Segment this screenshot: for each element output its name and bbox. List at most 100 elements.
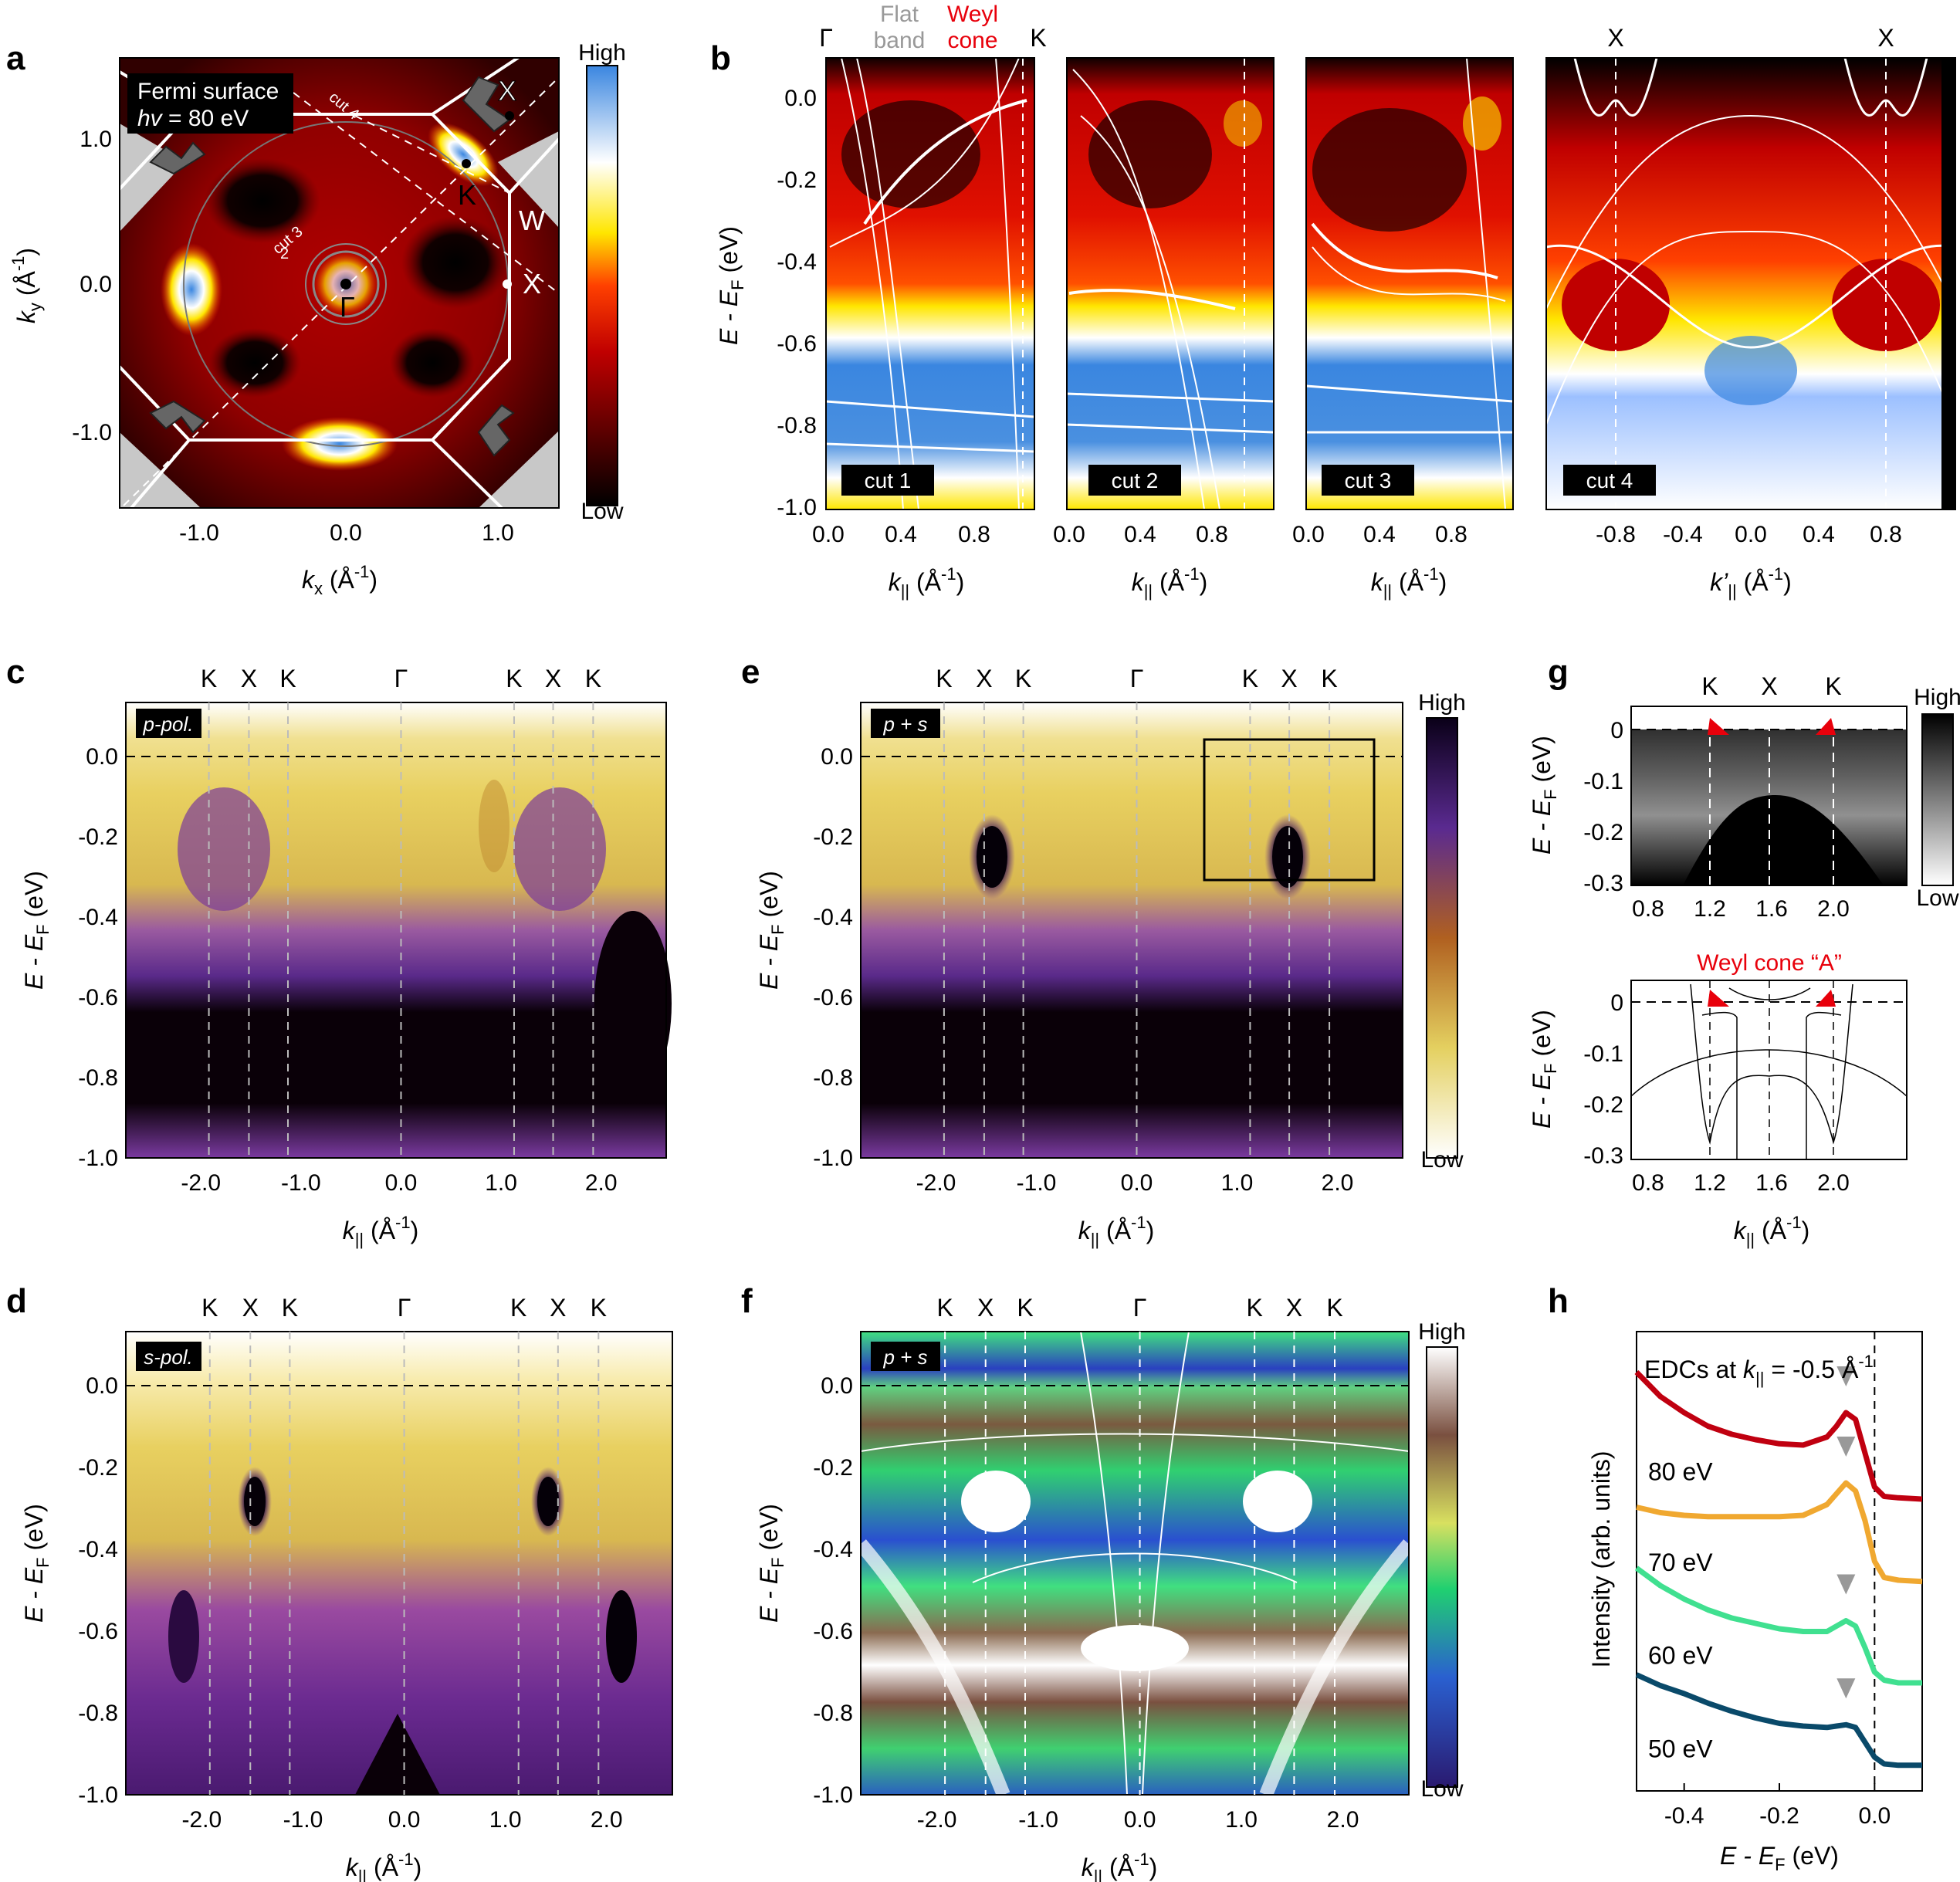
gamma-ring bbox=[312, 250, 380, 318]
edc-peak-marker bbox=[1836, 1678, 1856, 1699]
svg-text:2.0: 2.0 bbox=[1817, 1170, 1850, 1196]
e-pol: p + s bbox=[882, 713, 927, 736]
bz-point-label: Γ bbox=[398, 1294, 411, 1322]
point-x-right: X bbox=[523, 268, 541, 300]
cut4-map: cut 4 bbox=[1545, 57, 1956, 510]
y-tick-label: -0.2 bbox=[78, 824, 118, 850]
panel-label-g: g bbox=[1548, 653, 1569, 691]
cut3-map: cut 3 bbox=[1305, 57, 1514, 510]
panel-label-h: h bbox=[1548, 1282, 1569, 1320]
y-tick-label: -1.0 bbox=[813, 1782, 853, 1808]
g-yticks-bottom: 0 -0.1 -0.2 -0.3 bbox=[1583, 990, 1623, 1169]
edc-peak-marker bbox=[1836, 1574, 1856, 1595]
dark-pocket-3 bbox=[208, 328, 301, 398]
edc-curve-80-eV bbox=[1634, 1370, 1923, 1502]
bz-point-label: Γ bbox=[1130, 665, 1144, 692]
y-tick-label: -1.0 bbox=[813, 1146, 853, 1171]
svg-text:-0.6: -0.6 bbox=[777, 331, 817, 357]
svg-text:0.8: 0.8 bbox=[958, 522, 990, 547]
panel-g: g K X K High Low 0 -0.1 -0.2 -0.3 0.8 1.… bbox=[1528, 653, 1960, 1249]
svg-text:1.0: 1.0 bbox=[80, 127, 112, 152]
edc-label: 70 eV bbox=[1648, 1549, 1713, 1576]
bz-point-label: K bbox=[585, 665, 601, 692]
svg-text:2.0: 2.0 bbox=[1817, 896, 1850, 922]
panel-e: e p + s High Low bbox=[741, 653, 1466, 1173]
g-yticks-top: 0 -0.1 -0.2 -0.3 bbox=[1583, 718, 1623, 896]
dark-pocket-1 bbox=[205, 158, 320, 243]
bz-point-label: X bbox=[545, 665, 561, 692]
y-tick-label: -0.6 bbox=[813, 985, 853, 1010]
svg-text:-0.1: -0.1 bbox=[1583, 1041, 1623, 1067]
y-tick-label: -0.8 bbox=[813, 1701, 853, 1726]
bz-point-label: X bbox=[550, 1294, 566, 1322]
bz-point-label: Γ bbox=[1133, 1294, 1147, 1322]
y-tick-label: -0.2 bbox=[78, 1455, 118, 1481]
edc-peak-marker bbox=[1836, 1437, 1856, 1457]
edc-curve-70-eV bbox=[1636, 1480, 1923, 1585]
x-tick-label: 2.0 bbox=[591, 1807, 623, 1833]
svg-text:0.8: 0.8 bbox=[1196, 522, 1228, 547]
svg-text:0.4: 0.4 bbox=[1363, 522, 1396, 547]
panel-a-xlabel: kx (Å-1) bbox=[302, 562, 377, 598]
x-tick-label: -1.0 bbox=[1018, 1807, 1058, 1833]
point-x-top: X bbox=[498, 75, 516, 107]
x-tick-label: 1.0 bbox=[489, 1807, 522, 1833]
colorbar-g-high: High bbox=[1914, 685, 1960, 710]
svg-text:0.4: 0.4 bbox=[1124, 522, 1156, 547]
panel-label-d: d bbox=[6, 1282, 27, 1320]
h-plot: 80 eV 70 eV 60 eV 50 eV -0.4 -0.2 0.0 bbox=[1634, 1332, 1923, 1829]
edc-curve-50-eV bbox=[1635, 1672, 1922, 1769]
g-xlabel: k|| (Å-1) bbox=[1734, 1213, 1810, 1249]
cut3-line bbox=[123, 76, 559, 506]
bz-point-label: K bbox=[1326, 1294, 1342, 1322]
colorbar-g bbox=[1921, 713, 1954, 886]
colorbar-a-low: Low bbox=[581, 499, 623, 524]
svg-text:1.2: 1.2 bbox=[1694, 1170, 1726, 1196]
svg-text:0.8: 0.8 bbox=[1632, 896, 1664, 922]
wide-xlabel: k|| (Å-1) bbox=[346, 1850, 422, 1882]
x-tick-label: 2.0 bbox=[1322, 1170, 1354, 1196]
colorbar-e-low: Low bbox=[1420, 1147, 1463, 1173]
panel-label-c: c bbox=[6, 653, 25, 691]
point-k: K bbox=[458, 179, 476, 211]
x-tick-label: -2.0 bbox=[917, 1807, 957, 1833]
b-xlabel-3: k|| (Å-1) bbox=[1371, 564, 1447, 601]
bz-point-label: K bbox=[936, 1294, 953, 1322]
y-tick-label: -0.6 bbox=[78, 985, 118, 1010]
b-gamma: Γ bbox=[819, 24, 833, 52]
f-pol: p + s bbox=[882, 1345, 927, 1369]
x-tick-label: -2.0 bbox=[181, 1170, 221, 1196]
wide-ylabel: E - EF (eV) bbox=[20, 871, 52, 990]
svg-text:1.6: 1.6 bbox=[1755, 1170, 1788, 1196]
bz-point-label: X bbox=[976, 665, 992, 692]
cut2-map: cut 2 bbox=[1066, 57, 1275, 510]
svg-text:0.0: 0.0 bbox=[1053, 522, 1085, 547]
g-ylabel-top: E - EF (eV) bbox=[1528, 736, 1560, 855]
wide-xlabel: k|| (Å-1) bbox=[1078, 1213, 1155, 1249]
svg-text:-0.8: -0.8 bbox=[777, 413, 817, 438]
panel-b-ylabel: E - EF (eV) bbox=[715, 226, 747, 345]
y-tick-label: -0.4 bbox=[813, 1537, 853, 1562]
b-weyl-2: cone bbox=[947, 28, 997, 53]
fermi-title: Fermi surface bbox=[137, 79, 279, 104]
b-x2: X bbox=[1877, 24, 1894, 52]
bz-point-label: K bbox=[1321, 665, 1337, 692]
bz-point-label: K bbox=[510, 1294, 526, 1322]
bz-point-label: K bbox=[1246, 1294, 1262, 1322]
b-xlabel-4: k’|| (Å-1) bbox=[1710, 564, 1792, 601]
y-tick-label: 0.0 bbox=[821, 1373, 853, 1399]
y-tick-label: -0.8 bbox=[813, 1065, 853, 1091]
colorbar-f bbox=[1426, 1346, 1458, 1788]
x-tick-label: -2.0 bbox=[916, 1170, 956, 1196]
wide-xlabel: k|| (Å-1) bbox=[1082, 1850, 1158, 1882]
svg-text:0.0: 0.0 bbox=[812, 522, 845, 547]
y-tick-label: -0.4 bbox=[813, 905, 853, 930]
cut1-map: cut 1 bbox=[825, 57, 1035, 510]
colorbar-e bbox=[1426, 717, 1458, 1159]
cut4-label: cut 4 bbox=[1586, 469, 1633, 493]
svg-text:0.8: 0.8 bbox=[1435, 522, 1467, 547]
panel-h: h 80 eV 70 eV 60 eV 50 eV -0.4 -0.2 0.0 EDCs a… bbox=[1548, 1282, 1923, 1874]
y-tick-label: -0.4 bbox=[78, 905, 118, 930]
h-ylabel: Intensity (arb. units) bbox=[1587, 1451, 1615, 1668]
panel-d: d s-pol. bbox=[6, 1282, 673, 1796]
